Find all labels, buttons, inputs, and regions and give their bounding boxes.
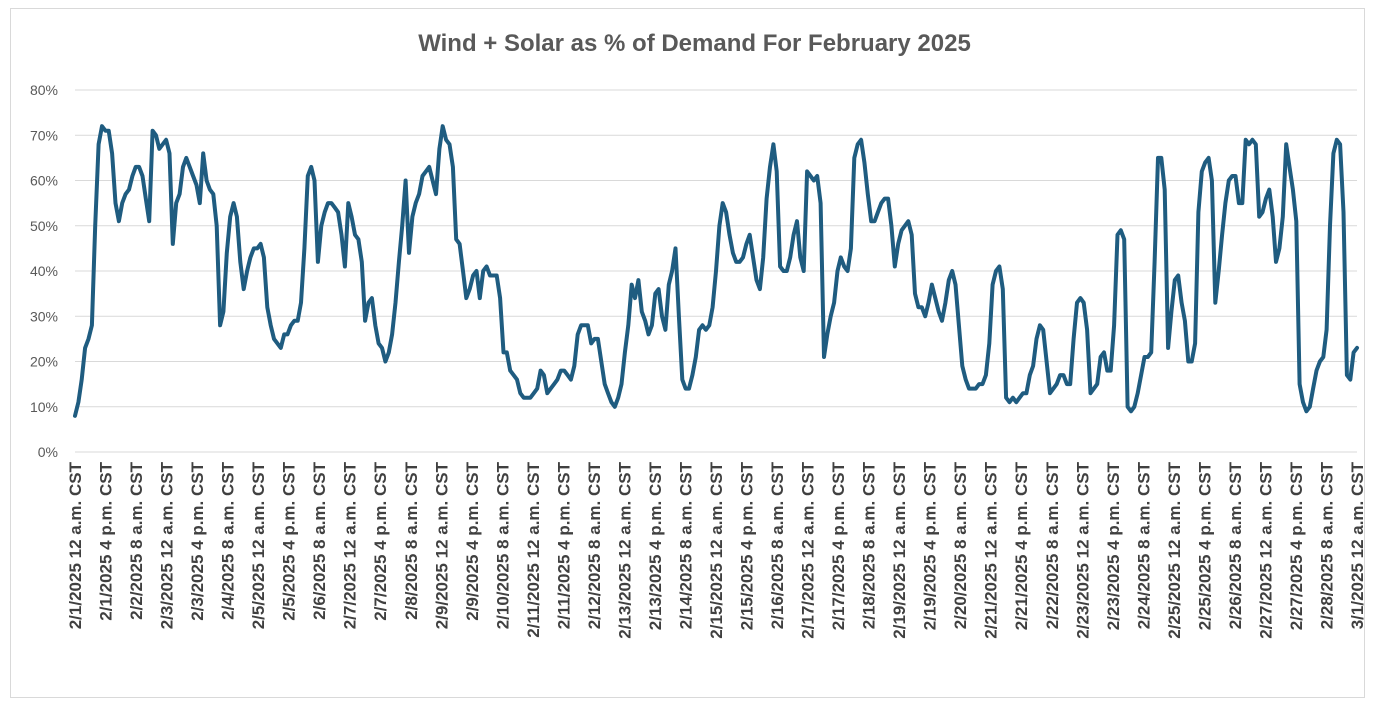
x-tick-label: 2/9/2025 12 a.m. CST xyxy=(432,461,451,629)
x-tick-label: 2/20/2025 8 a.m. CST xyxy=(951,461,970,629)
x-tick-label: 2/25/2025 4 p.m. CST xyxy=(1195,461,1214,630)
x-tick-label: 2/5/2025 4 p.m. CST xyxy=(280,461,299,620)
x-tick-label: 2/12/2025 8 a.m. CST xyxy=(585,461,604,629)
y-tick-label: 80% xyxy=(30,82,58,98)
x-tick-label: 2/11/2025 4 p.m. CST xyxy=(554,461,573,629)
x-tick-label: 2/21/2025 12 a.m. CST xyxy=(982,461,1001,638)
x-tick-label: 2/25/2025 12 a.m. CST xyxy=(1165,461,1184,638)
x-tick-label: 2/23/2025 12 a.m. CST xyxy=(1073,461,1092,638)
x-tick-label: 2/27/2025 4 p.m. CST xyxy=(1287,461,1306,630)
x-tick-label: 3/1/2025 12 a.m. CST xyxy=(1348,461,1367,629)
x-tick-label: 2/16/2025 8 a.m. CST xyxy=(768,461,787,629)
x-tick-label: 2/18/2025 8 a.m. CST xyxy=(860,461,879,629)
x-tick-label: 2/9/2025 4 p.m. CST xyxy=(463,461,482,620)
x-tick-label: 2/21/2025 4 p.m. CST xyxy=(1012,461,1031,630)
y-tick-label: 40% xyxy=(30,263,58,279)
x-tick-label: 2/28/2025 8 a.m. CST xyxy=(1317,461,1336,629)
chart-title: Wind + Solar as % of Demand For February… xyxy=(418,30,971,57)
y-tick-label: 30% xyxy=(30,308,58,324)
x-tick-label: 2/23/2025 4 p.m. CST xyxy=(1104,461,1123,630)
x-tick-label: 2/4/2025 8 a.m. CST xyxy=(219,461,238,619)
series-line xyxy=(73,124,1359,418)
x-tick-label: 2/5/2025 12 a.m. CST xyxy=(249,461,268,629)
x-tick-label: 2/7/2025 4 p.m. CST xyxy=(371,461,390,620)
x-tick-label: 2/2/2025 8 a.m. CST xyxy=(127,461,146,619)
chart-frame xyxy=(10,8,1365,698)
x-tick-label: 2/11/2025 12 a.m. CST xyxy=(524,461,543,637)
x-tick-label: 2/27/2025 12 a.m. CST xyxy=(1256,461,1275,638)
x-tick-label: 2/1/2025 4 p.m. CST xyxy=(97,461,116,620)
x-tick-label: 2/8/2025 8 a.m. CST xyxy=(402,461,421,619)
x-tick-label: 2/10/2025 8 a.m. CST xyxy=(493,461,512,629)
y-tick-label: 70% xyxy=(30,127,58,143)
y-tick-label: 10% xyxy=(30,399,58,415)
y-tick-label: 60% xyxy=(30,173,58,189)
y-tick-label: 0% xyxy=(38,444,58,460)
y-tick-label: 50% xyxy=(30,218,58,234)
x-tick-label: 2/22/2025 8 a.m. CST xyxy=(1043,461,1062,629)
x-tick-label: 2/26/2025 8 a.m. CST xyxy=(1226,461,1245,629)
x-tick-label: 2/3/2025 12 a.m. CST xyxy=(158,461,177,629)
x-tick-label: 2/14/2025 8 a.m. CST xyxy=(676,461,695,629)
y-tick-label: 20% xyxy=(30,354,58,370)
x-tick-label: 2/7/2025 12 a.m. CST xyxy=(341,461,360,629)
x-tick-label: 2/15/2025 12 a.m. CST xyxy=(707,461,726,638)
x-tick-label: 2/19/2025 12 a.m. CST xyxy=(890,461,909,638)
x-tick-label: 2/15/2025 4 p.m. CST xyxy=(738,461,757,630)
x-tick-label: 2/24/2025 8 a.m. CST xyxy=(1134,461,1153,629)
x-tick-label: 2/13/2025 12 a.m. CST xyxy=(615,461,634,638)
x-tick-label: 2/17/2025 12 a.m. CST xyxy=(799,461,818,638)
x-tick-label: 2/3/2025 4 p.m. CST xyxy=(188,461,207,620)
x-tick-label: 2/6/2025 8 a.m. CST xyxy=(310,461,329,619)
x-tick-label: 2/13/2025 4 p.m. CST xyxy=(646,461,665,630)
x-tick-label: 2/17/2025 4 p.m. CST xyxy=(829,461,848,630)
x-tick-label: 2/19/2025 4 p.m. CST xyxy=(921,461,940,630)
x-tick-label: 2/1/2025 12 a.m. CST xyxy=(66,461,85,629)
